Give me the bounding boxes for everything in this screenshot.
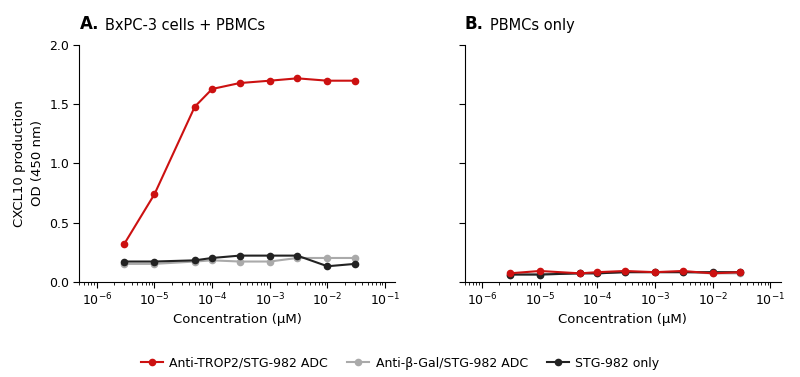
Text: A.: A. bbox=[79, 15, 99, 34]
X-axis label: Concentration (μM): Concentration (μM) bbox=[173, 313, 302, 326]
Text: B.: B. bbox=[465, 15, 484, 34]
Text: PBMCs only: PBMCs only bbox=[490, 18, 574, 34]
X-axis label: Concentration (μM): Concentration (μM) bbox=[558, 313, 687, 326]
Text: BxPC-3 cells + PBMCs: BxPC-3 cells + PBMCs bbox=[105, 18, 265, 34]
Legend: Anti-TROP2/STG-982 ADC, Anti-β-Gal/STG-982 ADC, STG-982 only: Anti-TROP2/STG-982 ADC, Anti-β-Gal/STG-9… bbox=[136, 351, 664, 374]
Y-axis label: CXCL10 production
OD (450 nm): CXCL10 production OD (450 nm) bbox=[14, 100, 43, 227]
